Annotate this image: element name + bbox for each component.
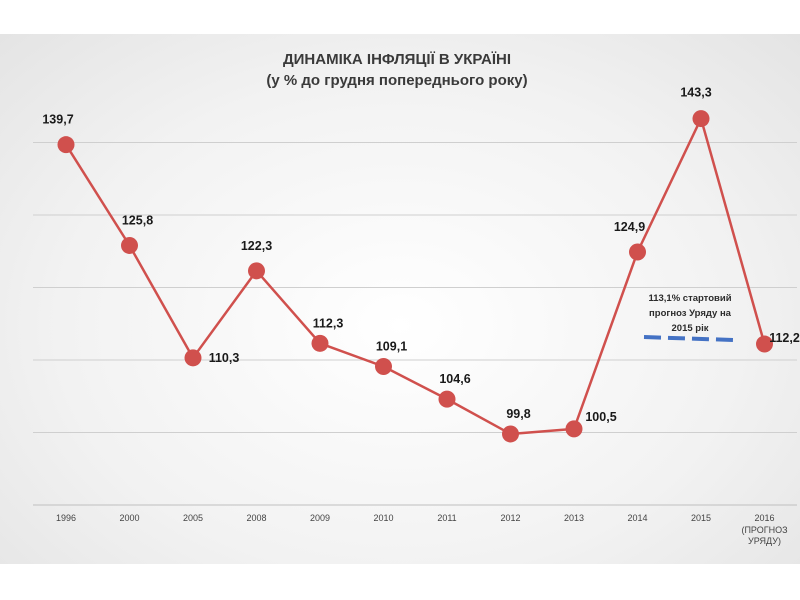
x-tick-label: 2014 xyxy=(627,513,647,523)
x-tick-label: 2012 xyxy=(500,513,520,523)
data-label: 125,8 xyxy=(122,213,153,227)
chart-panel xyxy=(0,34,800,564)
forecast-dashed-line xyxy=(643,335,735,343)
data-label: 143,3 xyxy=(680,86,711,100)
data-point xyxy=(629,243,646,261)
inflation-series xyxy=(57,110,773,443)
data-labels: 139,7 125,8 110,3 122,3 112,3 109,1 104,6 99,8 1… xyxy=(42,86,799,424)
x-tick-sublabel: УРЯДУ) xyxy=(748,536,781,546)
x-tick-label: 2016 xyxy=(754,513,774,523)
data-label: 124,9 xyxy=(614,220,645,234)
x-tick-label: 2008 xyxy=(246,513,266,523)
series-line xyxy=(64,117,766,436)
data-label: 112,3 xyxy=(313,316,344,330)
x-tick-label: 2013 xyxy=(564,513,584,523)
x-tick-labels: 1996 2000 2005 2008 2009 2010 2011 2012 2013 2014… xyxy=(56,513,788,546)
data-label: 99,8 xyxy=(506,407,530,421)
data-point xyxy=(756,335,773,353)
data-label: 110,3 xyxy=(209,351,240,365)
data-label: 139,7 xyxy=(42,113,73,127)
annotation-line-2: прогноз Уряду на xyxy=(649,308,732,319)
chart-title: ДИНАМІКА ІНФЛЯЦІЇ В УКРАЇНІ xyxy=(283,51,511,68)
data-label: 122,3 xyxy=(241,239,272,253)
x-tick-sublabel: (ПРОГНОЗ xyxy=(741,525,787,535)
annotation-line-1: 113,1% стартовий xyxy=(648,293,731,304)
forecast-annotation: 113,1% стартовий прогноз Уряду на 2015 р… xyxy=(643,293,735,343)
annotation-line-3: 2015 рік xyxy=(672,323,709,334)
data-point xyxy=(502,425,519,443)
data-label: 112,2 xyxy=(769,331,800,345)
data-point xyxy=(692,110,710,128)
x-tick-label: 1996 xyxy=(56,513,76,523)
data-label: 109,1 xyxy=(376,340,407,354)
data-point xyxy=(248,262,265,280)
x-tick-label: 2000 xyxy=(119,513,139,523)
data-point xyxy=(375,358,392,376)
data-point xyxy=(121,236,138,254)
x-tick-label: 2011 xyxy=(437,513,456,523)
x-tick-label: 2015 xyxy=(691,513,711,523)
data-point xyxy=(565,420,583,438)
chart-subtitle: (у % до грудня попереднього року) xyxy=(266,72,527,89)
data-point xyxy=(57,136,75,154)
data-label: 100,5 xyxy=(585,410,616,424)
x-tick-label: 2005 xyxy=(183,513,203,523)
data-label: 104,6 xyxy=(439,372,470,386)
gridlines xyxy=(33,142,797,433)
data-point xyxy=(311,334,329,352)
data-point xyxy=(438,390,456,408)
data-point xyxy=(184,349,202,367)
x-tick-label: 2010 xyxy=(373,513,393,523)
x-tick-label: 2009 xyxy=(310,513,330,523)
